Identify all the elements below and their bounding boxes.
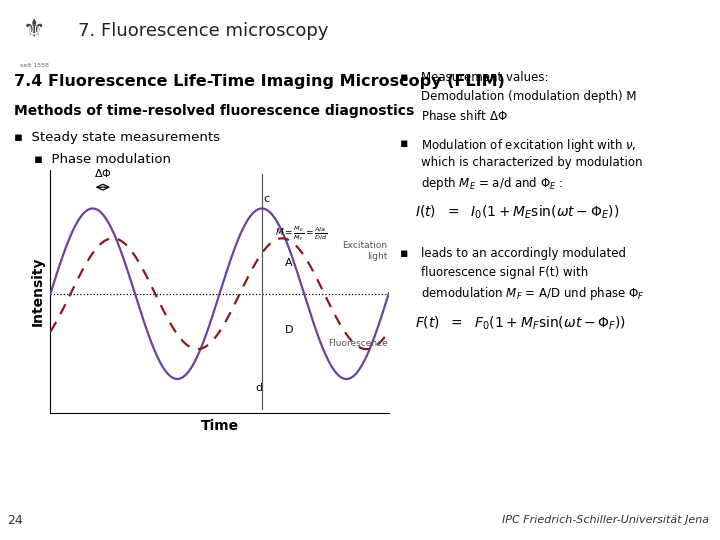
- Text: Demodulation (modulation depth) M: Demodulation (modulation depth) M: [421, 90, 636, 103]
- Text: which is characterized by modulation: which is characterized by modulation: [421, 156, 642, 169]
- Text: Methods of time-resolved fluorescence diagnostics: Methods of time-resolved fluorescence di…: [14, 104, 415, 118]
- Text: Excitation
light: Excitation light: [342, 241, 387, 261]
- Text: fluorescence signal F(t) with: fluorescence signal F(t) with: [421, 266, 588, 279]
- Text: ▪  Phase modulation: ▪ Phase modulation: [35, 153, 171, 166]
- Text: 7. Fluorescence microscopy: 7. Fluorescence microscopy: [78, 22, 328, 40]
- Text: ▪  Steady state measurements: ▪ Steady state measurements: [14, 131, 220, 144]
- Text: ▪: ▪: [400, 137, 408, 150]
- Text: ⚜: ⚜: [23, 18, 45, 42]
- Text: $\Delta\Phi$: $\Delta\Phi$: [94, 167, 112, 179]
- Y-axis label: Intensity: Intensity: [31, 257, 45, 326]
- Text: d: d: [255, 383, 262, 393]
- Text: D: D: [284, 325, 293, 335]
- Text: $I(t)\ \ =\ \ I_0(1+M_E\sin(\omega t - \Phi_E))$: $I(t)\ \ =\ \ I_0(1+M_E\sin(\omega t - \…: [415, 204, 619, 221]
- Text: $M = \frac{M_E}{M_F} = \frac{A/a}{D/d}$: $M = \frac{M_E}{M_F} = \frac{A/a}{D/d}$: [275, 225, 328, 244]
- Text: 24: 24: [7, 514, 23, 526]
- Text: c: c: [264, 194, 270, 204]
- Text: seit 1558: seit 1558: [19, 63, 49, 68]
- X-axis label: Time: Time: [201, 418, 238, 433]
- Text: Fluorescence: Fluorescence: [328, 339, 387, 348]
- Text: depth $M_E$ = a/d and $\Phi_E$ :: depth $M_E$ = a/d and $\Phi_E$ :: [421, 175, 564, 192]
- Text: 7.4 Fluorescence Life-Time Imaging Microscopy (FLIM): 7.4 Fluorescence Life-Time Imaging Micro…: [14, 74, 505, 89]
- Text: ▪: ▪: [400, 71, 408, 84]
- Text: $F(t)\ \ =\ \ F_0(1+M_F\sin(\omega t - \Phi_F))$: $F(t)\ \ =\ \ F_0(1+M_F\sin(\omega t - \…: [415, 314, 626, 332]
- Text: A: A: [284, 258, 292, 268]
- Text: Phase shift $\Delta\Phi$: Phase shift $\Delta\Phi$: [421, 110, 508, 124]
- Text: leads to an accordingly modulated: leads to an accordingly modulated: [421, 247, 626, 260]
- Text: IPC Friedrich-Schiller-Universität Jena: IPC Friedrich-Schiller-Universität Jena: [502, 515, 709, 525]
- Text: Modulation of excitation light with $\nu$,: Modulation of excitation light with $\nu…: [421, 137, 636, 153]
- Text: demodulation $M_F$ = A/D und phase $\Phi_F$: demodulation $M_F$ = A/D und phase $\Phi…: [421, 285, 645, 302]
- Text: ▪: ▪: [400, 247, 408, 260]
- Text: Measurement values:: Measurement values:: [421, 71, 549, 84]
